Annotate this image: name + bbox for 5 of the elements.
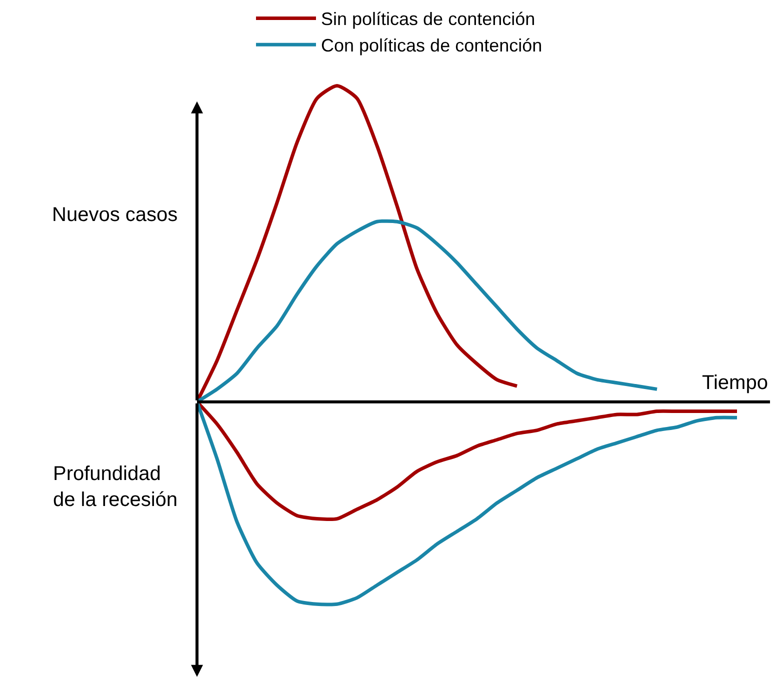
text: Nuevos casos — [52, 204, 178, 226]
legend-label: Sin políticas de contención — [321, 9, 536, 30]
legend-label: Con políticas de contención — [321, 36, 542, 56]
text: Profundidad de la recesión — [53, 463, 178, 511]
x-axis-title: Tiempo — [702, 372, 768, 394]
